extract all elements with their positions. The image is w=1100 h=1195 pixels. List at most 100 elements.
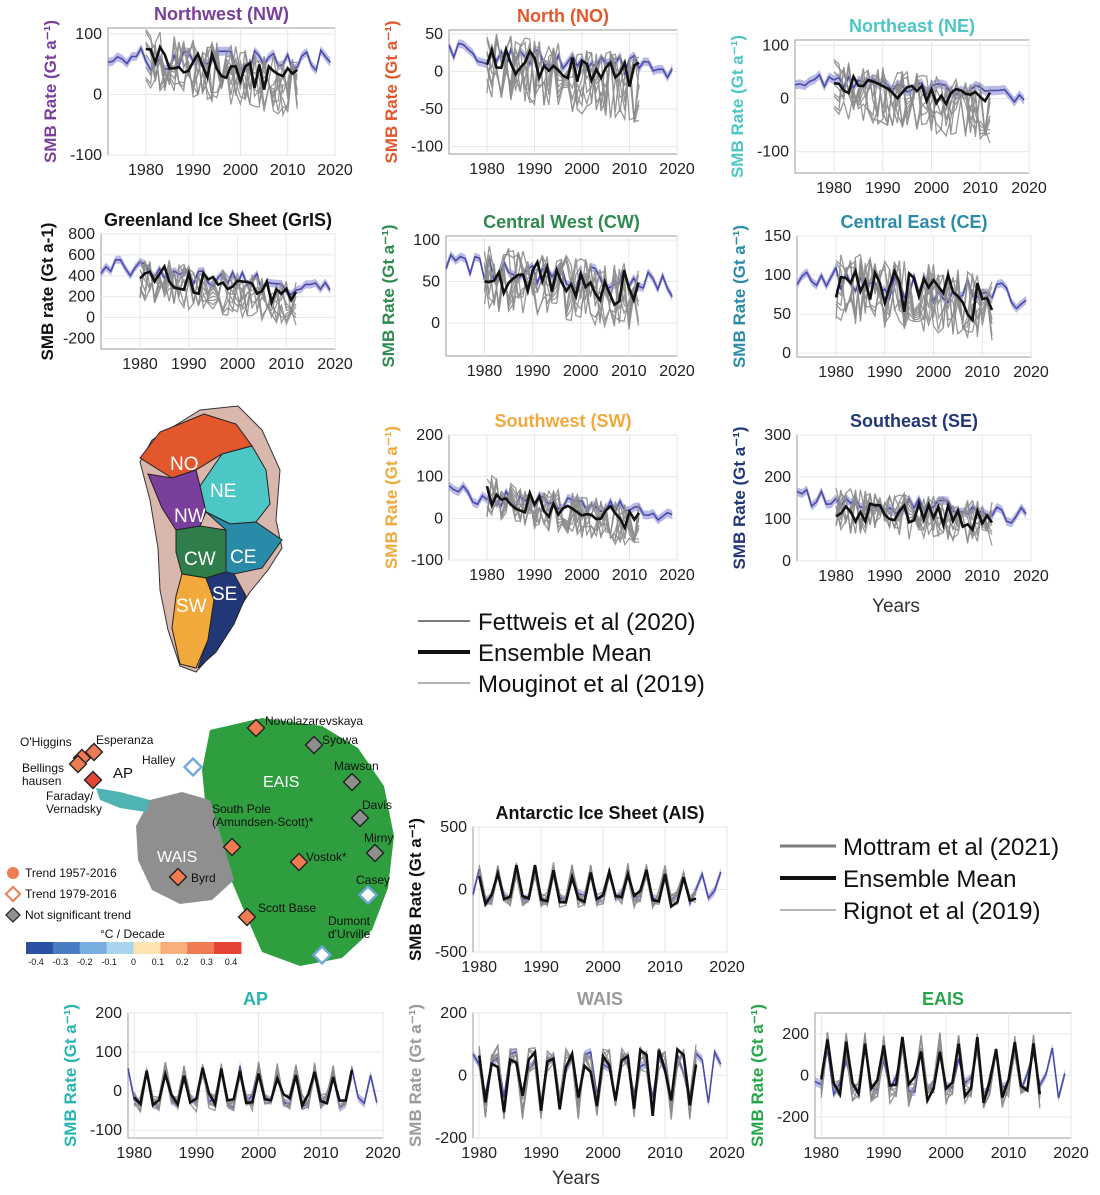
- legend-marker-1957: [7, 867, 19, 879]
- legend-greenland: Fettweis et al (2020) Ensemble Mean Moug…: [418, 609, 705, 698]
- station-label-o-higgins: O'Higgins: [20, 735, 72, 749]
- panel-EAIS: 1980 1990 2000 2010 2020 -200 0 200 EAIS SMB Rate…: [748, 989, 1089, 1162]
- y-tick-label: 200: [95, 1005, 122, 1022]
- model-member-line: [486, 36, 640, 119]
- ap-peninsula: [96, 788, 150, 812]
- colorbar-tick-label: 0.2: [176, 957, 189, 967]
- x-tick-label: 2010: [303, 1145, 339, 1162]
- panel-title-CE: Central East (CE): [840, 212, 987, 232]
- model-member-line: [835, 487, 993, 543]
- colorbar-segment: [187, 942, 215, 954]
- map-label-CW: CW: [184, 549, 216, 570]
- legend-label-mottram: Mottram et al (2021): [843, 834, 1059, 861]
- x-tick-label: 2000: [914, 180, 950, 197]
- station-label-halley: Halley: [142, 753, 175, 767]
- panel-CW: 1980 1990 2000 2010 2020 0 50 100 Central West (…: [379, 212, 695, 380]
- ensemble-mean-line: [133, 1067, 354, 1110]
- model-member-line: [486, 44, 640, 123]
- y-tick-label: 0: [458, 1068, 467, 1085]
- y-axis-label-NO: SMB Rate (Gt a⁻¹): [382, 20, 401, 163]
- station-label-faraday-vernadsky: Faraday/Vernadsky: [46, 789, 102, 816]
- station-label-mawson: Mawson: [334, 759, 379, 773]
- panel-AIS: 1980 1990 2000 2010 2020 -500 0 500 Antarctic Ic…: [406, 803, 745, 976]
- station-label-bellings-hausen: Bellings hausen: [22, 761, 64, 788]
- x-tick-label: 1990: [523, 1145, 559, 1162]
- model-member-line: [835, 263, 993, 338]
- panel-CE: 1980 1990 2000 2010 2020 0 50 100 150 Central Eas…: [730, 212, 1049, 381]
- y-tick-label: 0: [434, 510, 443, 527]
- y-tick-label: 100: [95, 1044, 122, 1061]
- map-label-EAIS: EAIS: [263, 774, 299, 791]
- colorbar-tick-label: 0.1: [152, 957, 165, 967]
- ensemble-mean-line: [834, 267, 994, 324]
- ensemble-mean-line: [485, 45, 640, 87]
- map-label-CE: CE: [230, 547, 256, 568]
- colorbar-segment: [160, 942, 188, 954]
- y-tick-label: -200: [435, 1130, 467, 1147]
- x-tick-label: 2020: [317, 356, 353, 373]
- panel-title-SE: Southeast (SE): [850, 411, 978, 431]
- x-tick-label: 1980: [461, 1145, 497, 1162]
- y-tick-label: -200: [777, 1109, 809, 1126]
- y-axis-label-SE: SMB Rate (Gt a⁻¹): [730, 426, 749, 569]
- x-tick-label: 1980: [803, 1145, 839, 1162]
- model-member-line: [835, 258, 993, 340]
- model-member-line: [483, 253, 640, 325]
- ensemble-mean-line: [833, 73, 992, 107]
- x-tick-label: 1980: [469, 161, 505, 178]
- panel-title-CW: Central West (CW): [483, 212, 640, 232]
- station-label-casey: Casey: [356, 873, 390, 887]
- plot-area-NO: [448, 29, 678, 155]
- y-tick-label: 200: [764, 469, 791, 486]
- model-member-line: [483, 251, 640, 322]
- ensemble-mean-line: [477, 1046, 698, 1117]
- y-axis-label-SW: SMB Rate (Gt a⁻¹): [382, 426, 401, 569]
- y-axis-label-EAIS: SMB Rate (Gt a⁻¹): [748, 1004, 767, 1147]
- station-label-byrd: Byrd: [191, 871, 216, 885]
- colorbar-tick-label: 0.3: [200, 957, 213, 967]
- x-tick-label: 1990: [866, 1145, 902, 1162]
- legend-label-fettweis: Fettweis et al (2020): [478, 609, 695, 636]
- panel-WAIS: 1980 1990 2000 2010 2020 -200 0 200 WAIS SMB Rate…: [406, 989, 745, 1162]
- x-tick-label: 2020: [1011, 180, 1047, 197]
- region-SE: [197, 571, 247, 669]
- y-tick-label: 500: [440, 819, 467, 836]
- station-label-south-pole-amundsen-scott-: South Pole (Amundsen-Scott)*: [212, 802, 314, 829]
- x-tick-label: 1980: [469, 567, 505, 584]
- x-tick-label: 1990: [517, 161, 553, 178]
- y-tick-label: 0: [800, 1068, 809, 1085]
- station-marker-faraday-vernadsky: [83, 770, 103, 790]
- reference-uncertainty-band: [449, 481, 673, 525]
- panel-title-NE: Northeast (NE): [849, 16, 975, 36]
- x-tick-label: 2020: [1013, 364, 1049, 381]
- map-label-NE: NE: [210, 481, 236, 502]
- plot-area-SE: [796, 434, 1032, 562]
- x-tick-label: 2020: [1013, 568, 1049, 585]
- colorbar-title: °C / Decade: [100, 927, 165, 941]
- x-tick-label: 1980: [818, 568, 854, 585]
- station-marker-byrd: [168, 867, 188, 887]
- x-tick-label: 2000: [564, 567, 600, 584]
- x-tick-label: 2000: [241, 1145, 277, 1162]
- station-label-novolazarevskaya: Novolazarevskaya: [265, 714, 363, 728]
- ensemble-mean-line: [477, 864, 697, 909]
- model-member-line: [835, 253, 993, 333]
- y-tick-label: 0: [113, 1083, 122, 1100]
- x-tick-label: 1990: [515, 363, 551, 380]
- y-tick-label: 0: [780, 91, 789, 108]
- x-tick-label: 2000: [916, 568, 952, 585]
- y-tick-label: -500: [435, 944, 467, 961]
- colorbar: -0.4 -0.3 -0.2 -0.1 0 0.1 0.2 0.3 0.4: [26, 942, 242, 967]
- legend-marker-1979: [4, 885, 22, 903]
- ensemble-mean-line: [835, 499, 994, 533]
- model-member-line: [820, 1033, 1041, 1106]
- panel-title-NO: North (NO): [517, 6, 609, 26]
- legend-marker-ns: [5, 907, 21, 923]
- x-tick-label: 2020: [1053, 1145, 1089, 1162]
- y-tick-label: 400: [68, 268, 95, 285]
- y-tick-label: 100: [75, 26, 102, 43]
- colorbar-segment: [214, 942, 242, 954]
- plot-area-CE: [796, 235, 1032, 358]
- panel-GrIS: 1980 1990 2000 2010 2020 -200 0 200 400 600 800 Gre…: [38, 210, 353, 373]
